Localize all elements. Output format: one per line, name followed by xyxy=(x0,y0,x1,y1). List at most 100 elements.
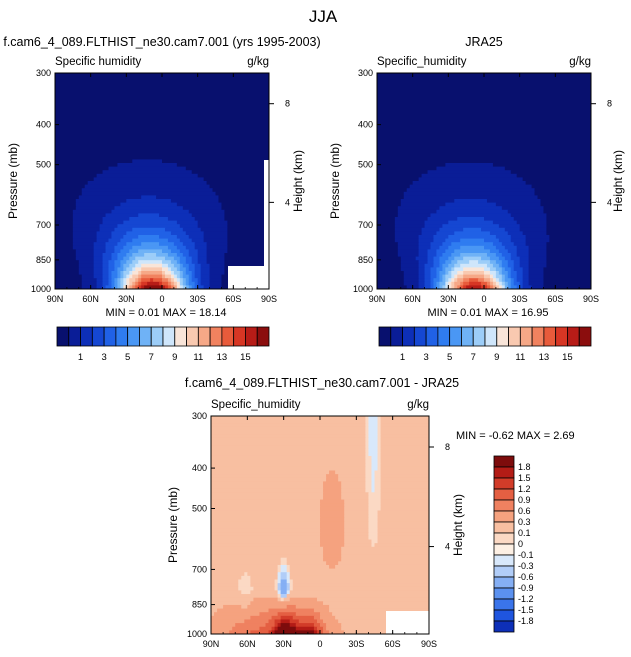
colorbar-swatch xyxy=(493,477,515,490)
panel-diff-ylabel: Pressure (mb) xyxy=(166,487,180,563)
panel-model-y2label: Height (km) xyxy=(291,150,305,212)
colorbar-swatch xyxy=(543,326,557,347)
colorbar-swatch xyxy=(508,326,521,347)
colorbar-label: 0.1 xyxy=(518,528,531,538)
colorbar-swatch xyxy=(127,326,140,347)
x-tick-label: 60N xyxy=(239,639,256,649)
x-tick-label: 0 xyxy=(317,639,322,649)
colorbar-swatch xyxy=(425,326,439,347)
colorbar-swatch xyxy=(68,326,81,347)
colorbar-swatch xyxy=(472,326,486,347)
panel-obs-field xyxy=(377,73,591,289)
panel-diff-title: f.cam6_4_089.FLTHIST_ne30.cam7.001 - JRA… xyxy=(185,376,459,390)
colorbar-swatch xyxy=(493,510,515,523)
colorbar-swatch xyxy=(209,326,223,347)
colorbar-label: 1 xyxy=(400,352,405,363)
colorbar-swatch xyxy=(80,326,93,347)
colorbar-label: 1.5 xyxy=(518,473,531,483)
y-tick-label: 400 xyxy=(358,120,373,130)
colorbar-label: -0.6 xyxy=(518,572,534,582)
panel-model-stats: MIN = 0.01 MAX = 18.14 xyxy=(105,307,226,319)
x-tick-label: 30N xyxy=(440,294,457,304)
colorbar-swatch xyxy=(186,326,199,347)
panel-model-left-label: Specific humidity xyxy=(55,56,142,68)
colorbar-swatch xyxy=(402,326,415,347)
colorbar-swatch xyxy=(197,326,211,347)
colorbar-label: -1.8 xyxy=(518,616,534,626)
panel-obs-ticks: 90N 60N 30N 0 30S 60S 90S 300 400 500 700 850 1000 8 4 xyxy=(353,68,612,304)
colorbar-label: -1.2 xyxy=(518,594,534,604)
colorbar-label: 1.8 xyxy=(518,462,531,472)
colorbar-swatch xyxy=(150,326,164,347)
colorbar-swatch xyxy=(493,466,515,479)
colorbar-swatch xyxy=(162,326,176,347)
x-tick-label: 90S xyxy=(421,639,437,649)
colorbar-label: 9 xyxy=(494,352,499,363)
colorbar-label: 5 xyxy=(447,352,452,363)
y2-tick-label: 8 xyxy=(445,442,450,452)
panel-model: f.cam6_4_089.FLTHIST_ne30.cam7.001 (yrs … xyxy=(3,35,320,363)
colorbar-label: 0.3 xyxy=(518,517,531,527)
colorbar-swatch xyxy=(493,576,515,589)
colorbar-swatch xyxy=(493,455,515,468)
y2-tick-label: 8 xyxy=(285,99,290,109)
colorbar-label: 13 xyxy=(539,352,550,363)
panel-model-ylabel: Pressure (mb) xyxy=(6,143,20,219)
y-tick-label: 1000 xyxy=(353,284,373,294)
colorbar-swatch xyxy=(484,326,498,347)
panel-diff-colorbar: 1.81.51.20.90.60.30.10-0.1-0.3-0.6-0.9-1… xyxy=(493,455,534,633)
y-tick-label: 300 xyxy=(36,68,51,78)
colorbar-swatch xyxy=(115,326,129,347)
colorbar-swatch xyxy=(493,620,515,633)
x-tick-label: 90N xyxy=(47,294,64,304)
y2-tick-label: 8 xyxy=(607,99,612,109)
x-tick-label: 60S xyxy=(225,294,241,304)
colorbar-swatch xyxy=(493,521,515,534)
colorbar-label: 15 xyxy=(240,352,251,363)
colorbar-label: 1 xyxy=(78,352,83,363)
colorbar-label: -0.3 xyxy=(518,561,534,571)
colorbar-swatch xyxy=(413,326,427,347)
colorbar-swatch xyxy=(493,587,515,600)
colorbar-label: 0 xyxy=(518,539,523,549)
colorbar-label: 13 xyxy=(217,352,228,363)
y-tick-label: 400 xyxy=(36,120,51,130)
colorbar-label: 9 xyxy=(172,352,177,363)
colorbar-swatch xyxy=(555,326,568,347)
y-tick-label: 300 xyxy=(358,68,373,78)
panel-obs-left-label: Specific_humidity xyxy=(377,56,467,68)
panel-obs-stats: MIN = 0.01 MAX = 16.95 xyxy=(427,307,548,319)
colorbar-label: 3 xyxy=(423,352,428,363)
x-tick-label: 30N xyxy=(275,639,292,649)
x-tick-label: 30S xyxy=(512,294,528,304)
y-tick-label: 850 xyxy=(358,255,373,265)
panel-diff-stats: MIN = -0.62 MAX = 2.69 xyxy=(456,430,575,442)
colorbar-swatch xyxy=(221,326,235,347)
y-tick-label: 300 xyxy=(192,411,207,421)
panel-obs-title: JRA25 xyxy=(465,35,503,49)
colorbar-swatch xyxy=(449,326,462,347)
colorbar-swatch xyxy=(256,326,270,347)
colorbar-swatch xyxy=(493,488,515,501)
colorbar-swatch xyxy=(519,326,533,347)
colorbar-swatch xyxy=(233,326,246,347)
x-tick-label: 30S xyxy=(348,639,364,649)
panel-obs-colorbar: 1 3 5 7 9 11 13 15 xyxy=(378,326,592,363)
y-tick-label: 1000 xyxy=(187,629,207,639)
colorbar-label: 0.6 xyxy=(518,506,531,516)
y2-tick-label: 4 xyxy=(285,197,290,207)
panel-obs-ylabel: Pressure (mb) xyxy=(328,143,342,219)
panel-diff-y2label: Height (km) xyxy=(451,494,465,556)
colorbar-swatch xyxy=(139,326,152,347)
colorbar-swatch xyxy=(493,609,515,622)
panel-diff-ticks: 90N 60N 30N 0 30S 60S 90S 300 400 500 700 850 1000 8 4 xyxy=(187,411,450,649)
colorbar-swatch xyxy=(578,326,592,347)
figure-title: JJA xyxy=(309,7,338,26)
x-tick-label: 0 xyxy=(481,294,486,304)
colorbar-label: 11 xyxy=(193,352,203,363)
y-tick-label: 500 xyxy=(358,160,373,170)
y-tick-label: 700 xyxy=(192,564,207,574)
panel-model-field xyxy=(55,73,269,289)
colorbar-label: 3 xyxy=(101,352,106,363)
colorbar-label: -0.1 xyxy=(518,550,534,560)
